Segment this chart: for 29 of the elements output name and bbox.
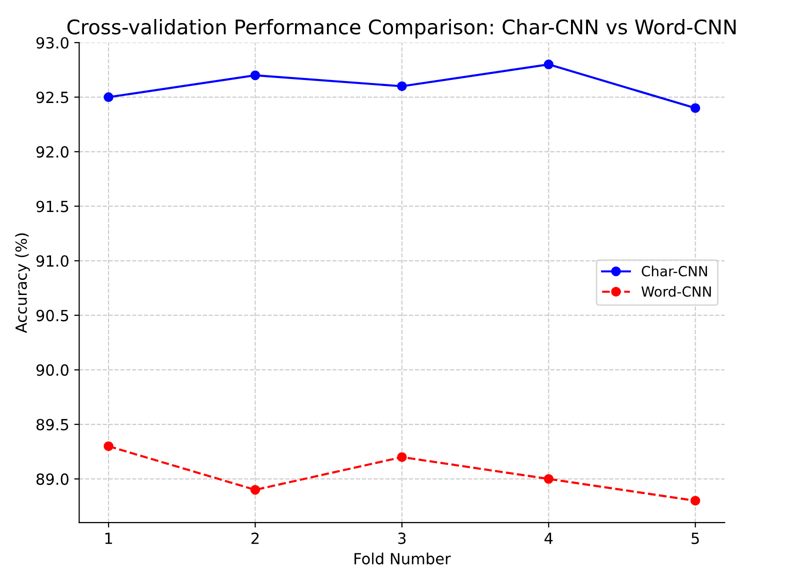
- y-tick-label: 91.5: [36, 200, 68, 212]
- y-tick-label: 92.0: [36, 146, 68, 158]
- point: [690, 103, 700, 113]
- x-axis-title: Fold Number: [354, 552, 451, 564]
- point: [250, 484, 260, 495]
- legend-label: Word-CNN: [641, 286, 711, 297]
- y-tick-label: 89.0: [36, 473, 68, 485]
- chart-title: Cross-validation Performance Comparison: Char-CNN vs Word-CNN: [67, 18, 736, 38]
- point: [397, 452, 407, 462]
- x-tick-label: 2: [252, 532, 259, 544]
- point: [397, 81, 407, 92]
- x-tick-label: 1: [105, 532, 112, 544]
- point: [544, 474, 554, 484]
- point: [690, 496, 700, 506]
- x-tick-label: 5: [692, 532, 699, 544]
- y-axis-title: Accuracy (%): [15, 233, 30, 333]
- x-tick-label: 4: [544, 532, 553, 544]
- y-tick-label: 90.5: [36, 310, 68, 322]
- point: [250, 70, 260, 80]
- y-tick-label: 93.0: [36, 37, 68, 49]
- legend-label: Char-CNN: [642, 266, 707, 276]
- y-tick-label: 90.0: [36, 364, 68, 376]
- point: [544, 60, 554, 70]
- y-tick-label: 92.5: [36, 92, 68, 104]
- point: [104, 92, 114, 102]
- y-tick-label: 89.5: [36, 418, 68, 430]
- x-tick-label: 3: [398, 532, 406, 544]
- y-tick-label: 91.0: [36, 255, 68, 267]
- point: [104, 441, 114, 452]
